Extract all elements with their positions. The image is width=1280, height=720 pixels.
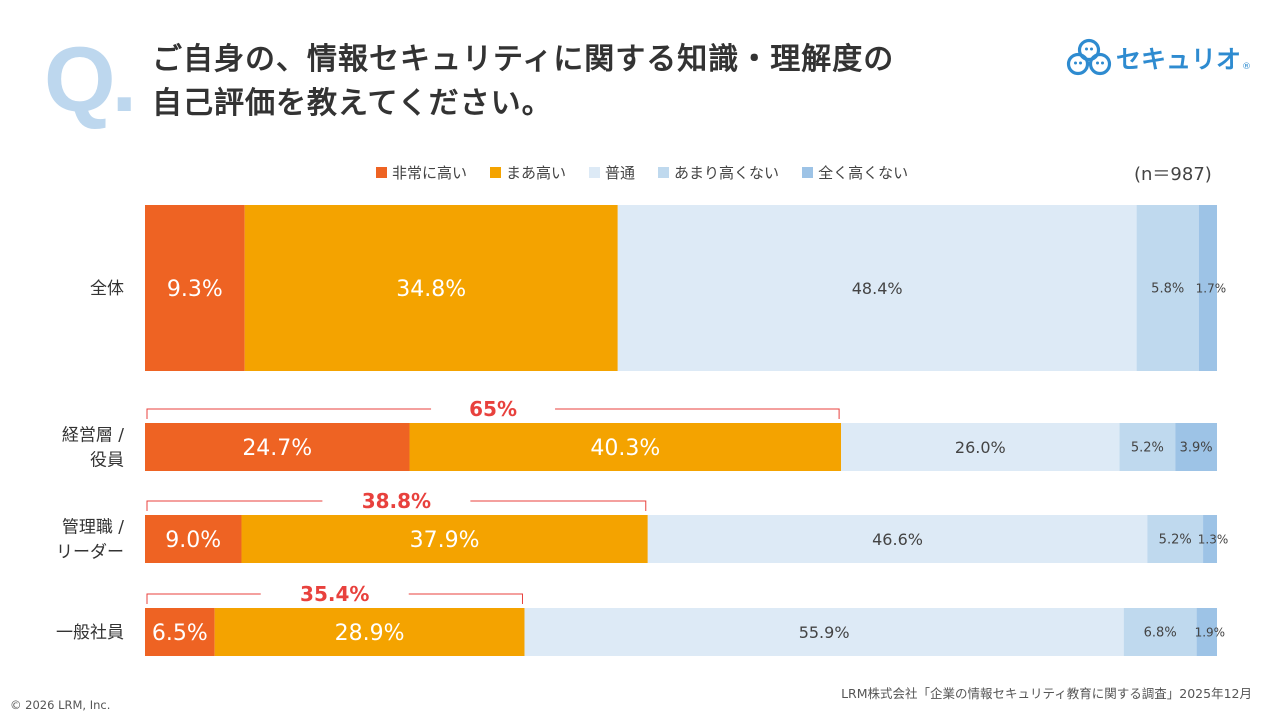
- bar-segment-not-very-high: [1147, 515, 1204, 563]
- bar-segment-fairly-high: [244, 205, 618, 371]
- legend-label: 全く高くない: [818, 164, 909, 182]
- question-title-line2: 自己評価を教えてください。: [152, 86, 553, 121]
- bar-segment-not-very-high: [1119, 423, 1176, 471]
- data-label: 9.3%: [167, 277, 223, 302]
- data-label: 40.3%: [590, 436, 660, 461]
- bracket-line: [146, 408, 840, 419]
- copyright: © 2026 LRM, Inc.: [10, 698, 111, 712]
- data-label: 5.8%: [1151, 282, 1184, 297]
- data-label: 48.4%: [852, 279, 903, 298]
- bar-segment-very-high: [145, 205, 245, 371]
- data-label: 24.7%: [242, 436, 312, 461]
- bar-segment-average: [841, 423, 1120, 471]
- bar-segment-not-high-at-all: [1203, 515, 1217, 563]
- legend-item-very-high: 非常に高い: [376, 162, 467, 183]
- bracket-line: [146, 500, 647, 511]
- bar-segment-average: [617, 205, 1137, 371]
- legend-item-not-high-at-all: 全く高くない: [802, 162, 908, 183]
- bar-segment-not-high-at-all: [1198, 205, 1217, 371]
- logo-registered-mark: ®: [1242, 62, 1252, 72]
- row-label: リーダー: [56, 543, 124, 563]
- legend-item-average: 普通: [589, 162, 635, 183]
- bar-segment-not-high-at-all: [1196, 608, 1217, 656]
- bar-segment-not-very-high: [1136, 205, 1199, 371]
- bar-segment-not-very-high: [1123, 608, 1197, 656]
- data-label: 37.9%: [410, 528, 480, 553]
- data-label: 5.2%: [1131, 441, 1164, 456]
- q-mark: Q.: [44, 29, 137, 131]
- bar-segment-very-high: [145, 515, 242, 563]
- data-label: 55.9%: [799, 623, 850, 642]
- bracket-line: [146, 593, 523, 604]
- data-label: 1.7%: [1196, 281, 1227, 295]
- data-label: 5.2%: [1159, 533, 1192, 548]
- securio-logo: セキュリオ ®: [1066, 34, 1251, 82]
- bar-segment-not-high-at-all: [1175, 423, 1217, 471]
- bar-segment-fairly-high: [241, 515, 648, 563]
- bar-segment-very-high: [145, 423, 410, 471]
- question-title-line1: ご自身の、情報セキュリティに関する知識・理解度の: [152, 42, 895, 77]
- legend-item-fairly-high: まあ高い: [490, 162, 566, 183]
- row-label: 役員: [90, 451, 124, 471]
- row-label: 全体: [90, 279, 124, 299]
- chart-legend: 非常に高い まあ高い 普通 あまり高くない 全く高くない: [376, 162, 931, 183]
- legend-item-not-very-high: あまり高くない: [658, 162, 779, 183]
- data-label: 6.5%: [152, 621, 208, 646]
- row-label: 経営層 /: [62, 426, 124, 446]
- data-label: 6.8%: [1144, 626, 1177, 641]
- data-label: 9.0%: [165, 528, 221, 553]
- data-label: 26.0%: [955, 438, 1006, 457]
- legend-label: 非常に高い: [392, 164, 468, 182]
- bar-segment-very-high: [145, 608, 215, 656]
- question-title: ご自身の、情報セキュリティに関する知識・理解度の 自己評価を教えてください。: [152, 38, 972, 126]
- bar-segment-average: [524, 608, 1124, 656]
- data-label: 34.8%: [396, 277, 466, 302]
- legend-swatch: [658, 167, 670, 178]
- row-label: 管理職 /: [62, 518, 124, 538]
- legend-label: 普通: [605, 164, 636, 182]
- data-label: 28.9%: [335, 621, 405, 646]
- legend-swatch: [589, 167, 601, 178]
- data-label: 1.9%: [1195, 625, 1226, 639]
- data-label: 1.3%: [1198, 532, 1229, 546]
- sample-size: (n＝987): [1134, 164, 1212, 185]
- bar-segment-average: [647, 515, 1148, 563]
- bracket-label: 65%: [469, 397, 517, 421]
- data-label: 3.9%: [1180, 441, 1213, 456]
- row-label: 一般社員: [56, 623, 124, 643]
- legend-swatch: [802, 167, 814, 178]
- source-note: LRM株式会社「企業の情報セキュリティ教育に関する調査」2025年12月: [841, 686, 1252, 701]
- bar-segment-fairly-high: [214, 608, 525, 656]
- bracket-label: 38.8%: [362, 489, 431, 513]
- legend-label: あまり高くない: [674, 164, 780, 182]
- bar-segment-fairly-high: [409, 423, 842, 471]
- logo-mascot-icon: [1066, 38, 1112, 76]
- bracket-label: 35.4%: [300, 582, 369, 606]
- logo-text: セキュリオ: [1116, 45, 1242, 74]
- legend-swatch: [490, 167, 502, 178]
- data-label: 46.6%: [872, 530, 923, 549]
- legend-swatch: [376, 167, 387, 178]
- legend-label: まあ高い: [506, 164, 567, 182]
